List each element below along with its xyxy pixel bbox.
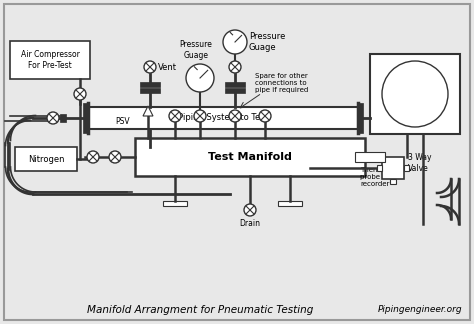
Bar bbox=[225, 88, 245, 93]
Circle shape bbox=[47, 112, 59, 124]
Bar bbox=[358, 103, 363, 133]
Bar bbox=[88, 107, 358, 129]
Circle shape bbox=[87, 151, 99, 163]
Text: Pressure
Guage: Pressure Guage bbox=[249, 32, 285, 52]
Bar bbox=[404, 165, 409, 171]
Circle shape bbox=[244, 204, 256, 216]
Text: Pressure
Guage: Pressure Guage bbox=[180, 40, 212, 60]
Bar bbox=[15, 147, 77, 171]
Bar bbox=[140, 88, 160, 93]
Circle shape bbox=[382, 61, 448, 127]
Bar bbox=[83, 103, 88, 133]
Bar bbox=[382, 157, 404, 179]
Bar bbox=[60, 114, 66, 122]
Text: Nitrogen: Nitrogen bbox=[28, 155, 64, 164]
Circle shape bbox=[74, 88, 86, 100]
Text: Spare for other
connections to
pipe if required: Spare for other connections to pipe if r… bbox=[255, 73, 308, 93]
Circle shape bbox=[229, 110, 241, 122]
Text: Pressure
Recorder: Pressure Recorder bbox=[393, 84, 437, 104]
Text: Pipingengineer.org: Pipingengineer.org bbox=[378, 306, 462, 315]
Text: Test Manifold: Test Manifold bbox=[208, 152, 292, 162]
Bar bbox=[377, 165, 382, 171]
Bar bbox=[390, 179, 396, 184]
Circle shape bbox=[186, 64, 214, 92]
Text: 3 Way
Valve: 3 Way Valve bbox=[408, 153, 431, 173]
Circle shape bbox=[229, 61, 241, 73]
Bar bbox=[225, 82, 245, 87]
Bar bbox=[10, 41, 90, 79]
Text: Manifold Arrangment for Pneumatic Testing: Manifold Arrangment for Pneumatic Testin… bbox=[87, 305, 313, 315]
Bar bbox=[278, 201, 302, 206]
Text: Vent: Vent bbox=[158, 63, 177, 72]
Text: Air Compressor
For Pre-Test: Air Compressor For Pre-Test bbox=[20, 50, 80, 70]
Polygon shape bbox=[143, 106, 153, 116]
Bar bbox=[140, 82, 160, 87]
Bar bbox=[163, 201, 187, 206]
Text: PSV: PSV bbox=[115, 118, 130, 126]
Text: To pressure
recorder: To pressure recorder bbox=[268, 161, 308, 175]
Bar bbox=[138, 147, 162, 151]
Circle shape bbox=[194, 110, 206, 122]
Bar bbox=[138, 152, 162, 156]
Circle shape bbox=[223, 30, 247, 54]
Circle shape bbox=[109, 151, 121, 163]
Bar bbox=[135, 138, 365, 176]
Circle shape bbox=[144, 61, 156, 73]
Circle shape bbox=[169, 110, 181, 122]
Bar bbox=[138, 157, 162, 161]
Text: Piping System to Test: Piping System to Test bbox=[178, 113, 268, 122]
Circle shape bbox=[259, 110, 271, 122]
Bar bbox=[370, 54, 460, 134]
Text: Drain: Drain bbox=[239, 219, 261, 228]
Text: Thermometer
probe to
recorder: Thermometer probe to recorder bbox=[360, 167, 408, 187]
Bar bbox=[355, 152, 385, 162]
